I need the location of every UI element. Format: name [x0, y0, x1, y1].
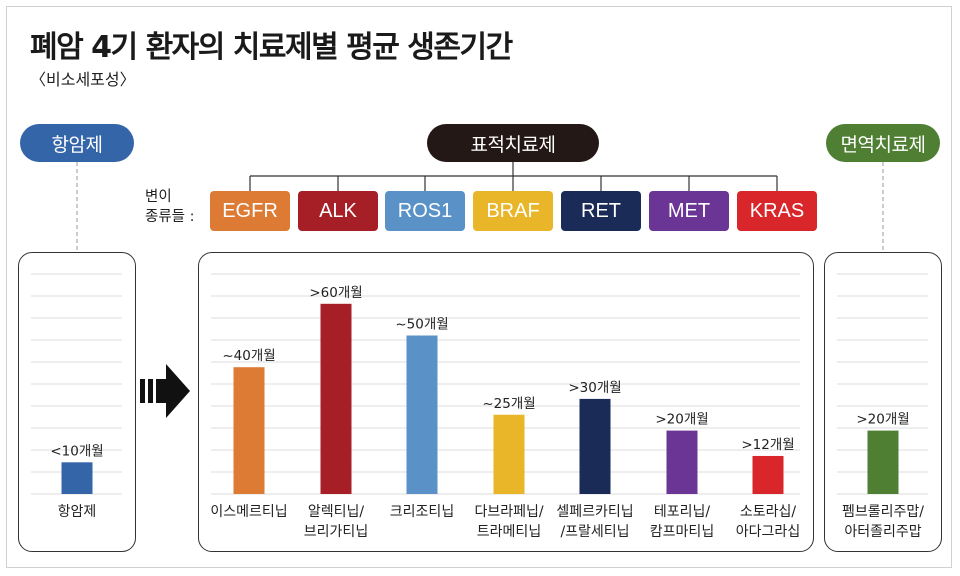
bar: [666, 430, 698, 494]
figure-frame: [6, 6, 952, 568]
category-label: /프랄세티닙: [560, 524, 629, 540]
bar: [61, 462, 93, 494]
category-label: 트라메티닙: [477, 524, 541, 540]
category-label: 항암제: [58, 504, 97, 520]
bar-value-label: >20개월: [856, 412, 909, 428]
variant-label-line1: 변이: [145, 189, 172, 205]
gene-tag-kras: KRAS: [737, 191, 817, 231]
category-label: 펨브롤리주맙/: [842, 504, 924, 520]
bar: [493, 414, 525, 494]
bar-value-label: >12개월: [741, 437, 794, 453]
variant-types-label: 변이 종류들 :: [145, 187, 195, 227]
bar: [752, 455, 784, 494]
bar: [320, 303, 352, 494]
bar: [406, 335, 438, 494]
chart-title: 폐암 4기 환자의 치료제별 평균 생존기간: [30, 30, 513, 65]
category-label: 아터졸리주맙: [844, 524, 921, 540]
category-label: 테포리닙/: [654, 504, 711, 520]
bar-value-label: >30개월: [568, 380, 621, 396]
bar-value-label: <10개월: [50, 443, 103, 459]
gene-tag-ret: RET: [561, 191, 641, 231]
category-immuno-pill: 면역치료제: [826, 124, 940, 162]
variant-label-line2: 종류들 :: [145, 209, 195, 225]
category-label: 셀페르카티닙: [556, 504, 633, 520]
bar-value-label: >20개월: [655, 412, 708, 428]
bar-value-label: ~25개월: [482, 396, 535, 412]
gene-tag-met: MET: [649, 191, 729, 231]
category-label: 다브라페닙/: [474, 504, 543, 520]
gene-tag-egfr: EGFR: [210, 191, 290, 231]
category-label: 아다그라십: [736, 524, 800, 540]
bar: [233, 367, 265, 494]
category-label: 캄프마티닙: [650, 524, 714, 540]
bar-value-label: ~40개월: [222, 348, 275, 364]
bar-value-label: >60개월: [309, 285, 362, 301]
category-label: 브리가티닙: [304, 524, 368, 540]
category-targeted-pill: 표적치료제: [427, 124, 599, 162]
right-arrow-icon: [140, 364, 190, 418]
bar: [579, 398, 611, 494]
chart-subtitle: 〈비소세포성〉: [30, 70, 136, 89]
category-chemo-pill: 항암제: [20, 124, 134, 162]
gene-tag-ros1: ROS1: [385, 191, 465, 231]
category-label: 소토라십/: [740, 504, 797, 520]
gene-tag-braf: BRAF: [473, 191, 553, 231]
category-label: 크리조티닙: [390, 504, 454, 520]
category-label: 이스메르티닙: [210, 504, 287, 520]
category-label: 알렉티닙/: [308, 504, 365, 520]
bar: [867, 430, 899, 494]
bar-value-label: ~50개월: [395, 317, 448, 333]
gene-tag-alk: ALK: [298, 191, 378, 231]
